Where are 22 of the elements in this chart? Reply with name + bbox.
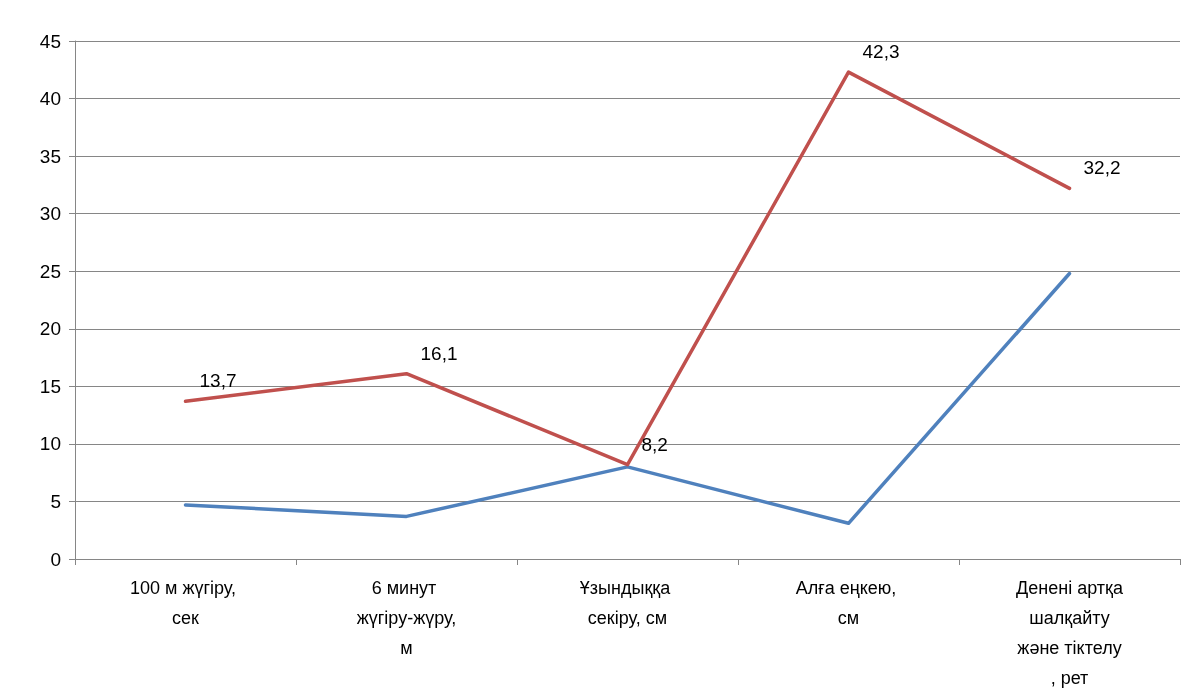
x-tick-label: Алға еңкею, см bbox=[795, 578, 902, 628]
y-tick-label: 0 bbox=[50, 548, 61, 570]
x-tick-label: 100 м жүгіру, сек bbox=[129, 578, 242, 628]
y-tick-label: 20 bbox=[39, 318, 61, 340]
y-tick-label: 45 bbox=[39, 30, 61, 52]
y-tick-label: 40 bbox=[39, 88, 61, 110]
y-tick-label: 25 bbox=[39, 260, 61, 282]
x-tick-label: Ұзындыққа секіру, см bbox=[579, 578, 676, 628]
data-label: 16,1 bbox=[420, 342, 458, 364]
x-tick-label: Денені артқа шалқайту және тіктелу, рет bbox=[1016, 578, 1124, 688]
y-tick-label: 5 bbox=[50, 490, 61, 512]
y-tick-label: 30 bbox=[39, 203, 61, 225]
y-tick-label: 10 bbox=[39, 433, 61, 455]
data-label: 32,2 bbox=[1083, 157, 1121, 179]
line-series bbox=[183, 271, 1072, 526]
x-tick-label: 6 минут жүгіру-жүру,м bbox=[356, 578, 457, 658]
y-tick-label: 15 bbox=[39, 375, 61, 397]
y-tick-label: 35 bbox=[39, 145, 61, 167]
data-label: 13,7 bbox=[199, 370, 237, 392]
data-label: 42,3 bbox=[862, 41, 900, 63]
line-series bbox=[183, 70, 1072, 467]
data-label: 8,2 bbox=[641, 433, 668, 455]
